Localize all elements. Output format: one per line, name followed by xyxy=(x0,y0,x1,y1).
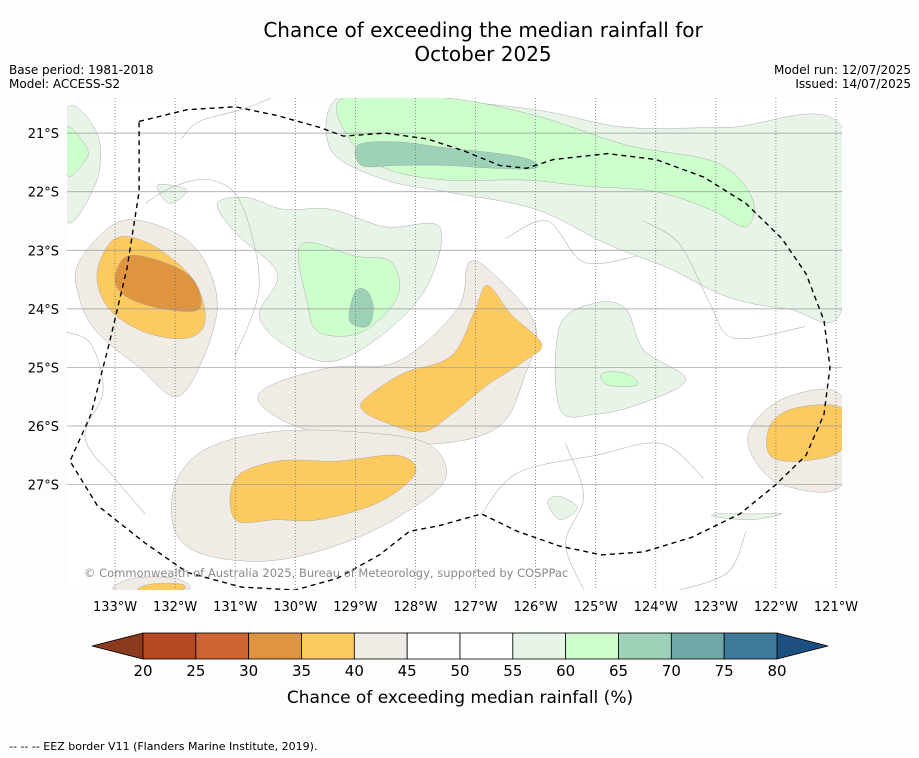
eez-border-line xyxy=(69,106,831,590)
x-tick-label: 123°W xyxy=(694,600,738,615)
region-55-60 xyxy=(547,495,578,520)
contour-line xyxy=(180,98,272,140)
contour-line xyxy=(144,178,260,356)
chart-title-line2: October 2025 xyxy=(414,42,552,66)
contour-line xyxy=(505,220,638,265)
issued-text: Issued: 14/07/2025 xyxy=(795,77,911,91)
colorbar-tick-label: 65 xyxy=(609,662,628,680)
colorbar-tick-label: 30 xyxy=(239,662,258,680)
gridlines xyxy=(67,98,842,590)
colorbar-swatch xyxy=(670,632,725,660)
x-tick-label: 121°W xyxy=(814,600,858,615)
x-tick-label: 132°W xyxy=(153,600,197,615)
y-tick-label: 21°S xyxy=(28,127,59,142)
contour-fills xyxy=(67,98,842,590)
y-tick-label: 22°S xyxy=(28,186,59,201)
contour-line xyxy=(643,220,807,340)
copyright-text: © Commonwealth of Australia 2025, Bureau… xyxy=(84,566,568,580)
colorbar-tick-label: 20 xyxy=(133,662,152,680)
region-35-40 xyxy=(229,454,417,523)
x-tick-label: 129°W xyxy=(333,600,377,615)
colorbar-tick-label: 55 xyxy=(503,662,522,680)
x-tick-label: 126°W xyxy=(514,600,558,615)
contour-line xyxy=(67,332,146,515)
colorbar-swatch xyxy=(353,632,408,660)
colorbar-swatch xyxy=(406,632,461,660)
region-35-40 xyxy=(137,583,186,590)
model-text: Model: ACCESS-S2 xyxy=(9,77,121,91)
colorbar-tick-label: 60 xyxy=(556,662,575,680)
chart-figure: © Commonwealth of Australia 2025, Bureau… xyxy=(28,98,858,708)
eez-border xyxy=(69,106,831,590)
colorbar-tick-label: 40 xyxy=(345,662,364,680)
colorbar-label: Chance of exceeding median rainfall (%) xyxy=(287,688,633,708)
colorbar-tick-label: 80 xyxy=(767,662,786,680)
x-tick-label: 133°W xyxy=(93,600,137,615)
y-tick-label: 24°S xyxy=(28,303,59,318)
x-tick-label: 124°W xyxy=(634,600,678,615)
region-30-35 xyxy=(114,255,202,312)
colorbar-tick-label: 35 xyxy=(292,662,311,680)
colorbar-tick-label: 25 xyxy=(186,662,205,680)
region-35-40 xyxy=(360,285,542,433)
y-tick-label: 25°S xyxy=(28,361,59,376)
base-info: Base period: 1981-2018 Model: ACCESS-S2 xyxy=(9,63,154,91)
colorbar-swatch xyxy=(195,632,250,660)
colorbar-swatch xyxy=(301,632,355,660)
x-tick-label: 127°W xyxy=(453,600,497,615)
colorbar-tick-label: 45 xyxy=(398,662,417,680)
colorbar-swatch xyxy=(248,632,302,660)
contour-line xyxy=(679,531,747,590)
colorbar-tick-label: 50 xyxy=(450,662,469,680)
region-60-65 xyxy=(67,126,89,177)
x-tick-label: 128°W xyxy=(393,600,437,615)
colorbar xyxy=(91,632,829,660)
x-tick-label: 122°W xyxy=(754,600,798,615)
colorbar-swatch xyxy=(142,632,197,660)
colorbar-extend-high xyxy=(776,632,829,660)
colorbar-swatch xyxy=(459,632,514,660)
colorbar-swatch xyxy=(618,632,672,660)
x-tick-label: 131°W xyxy=(213,600,257,615)
region-35-40 xyxy=(766,404,842,462)
colorbar-extend-low xyxy=(91,632,144,660)
x-tick-label: 125°W xyxy=(574,600,618,615)
x-tick-labels: 133°W 132°W 131°W 130°W 129°W 128°W 127°W 126°W… xyxy=(93,600,858,615)
contour-line xyxy=(565,443,585,590)
base-period-text: Base period: 1981-2018 xyxy=(9,63,154,77)
chart-title-line1: Chance of exceeding the median rainfall … xyxy=(263,18,703,42)
colorbar-tick-label: 70 xyxy=(662,662,681,680)
colorbar-tick-label: 75 xyxy=(715,662,734,680)
colorbar-swatch xyxy=(512,632,567,660)
y-tick-label: 26°S xyxy=(28,420,59,435)
colorbar-tick-labels: 20 25 30 35 40 45 50 55 60 65 70 75 80 xyxy=(133,662,786,680)
y-tick-label: 23°S xyxy=(28,244,59,259)
eez-footnote: -- -- -- EEZ border V11 (Flanders Marine… xyxy=(9,740,318,753)
model-run-text: Model run: 12/07/2025 xyxy=(773,63,911,77)
region-55-60 xyxy=(711,513,783,520)
run-info: Model run: 12/07/2025 Issued: 14/07/2025 xyxy=(774,63,911,91)
y-tick-labels: 21°S 22°S 23°S 24°S 25°S 26°S 27°S xyxy=(28,127,59,493)
y-tick-label: 27°S xyxy=(28,479,59,494)
x-tick-label: 130°W xyxy=(273,600,317,615)
region-55-60 xyxy=(554,301,687,418)
region-60-65 xyxy=(600,371,639,387)
colorbar-swatch xyxy=(723,632,778,660)
region-60-65 xyxy=(298,242,400,337)
chart-title: Chance of exceeding the median rainfall … xyxy=(0,18,919,66)
colorbar-swatch xyxy=(565,632,619,660)
